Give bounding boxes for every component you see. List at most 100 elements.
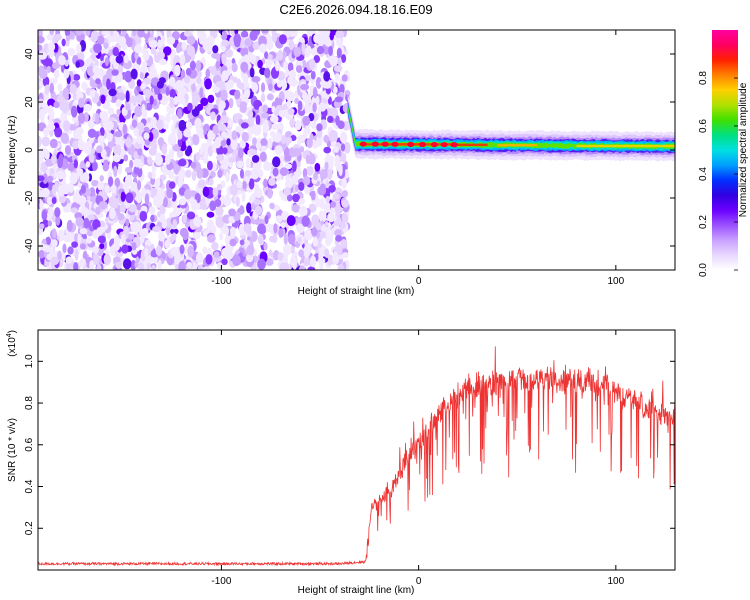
spectrogram-noise-cell bbox=[185, 121, 193, 130]
spectrogram-noise-cell bbox=[339, 220, 347, 229]
spectrogram-noise-cell bbox=[310, 70, 316, 80]
spectrogram-noise-cell bbox=[179, 244, 185, 255]
spectrogram-noise-cell bbox=[38, 189, 43, 197]
spectrogram-y-tick-label: -20 bbox=[24, 190, 35, 205]
spectrogram-noise-cell bbox=[295, 65, 303, 73]
spectrogram-noise-cell bbox=[197, 31, 207, 41]
spectrogram-noise-cell bbox=[156, 80, 164, 89]
spectrogram-noise-cell bbox=[224, 226, 229, 236]
colorbar-label: Normalized spectral amplitude bbox=[738, 82, 749, 217]
spectrogram-noise-cell bbox=[185, 67, 192, 77]
spectrogram-noise-cell bbox=[232, 254, 241, 267]
spectrogram-noise-cell bbox=[233, 113, 243, 120]
spectrogram-noise-cell bbox=[77, 97, 85, 108]
spectrogram-noise-cell bbox=[183, 128, 192, 138]
spectrogram-noise-cell bbox=[87, 128, 97, 139]
spectrogram-noise-cell bbox=[336, 37, 344, 47]
spectrogram-noise-cell bbox=[98, 200, 108, 210]
spectrogram-noise-cell bbox=[58, 55, 66, 66]
spectrogram-noise-cell bbox=[186, 261, 193, 269]
spectrogram-noise-cell bbox=[134, 261, 139, 268]
spectrogram-noise-cell bbox=[280, 222, 287, 229]
spectrogram-noise-cell bbox=[44, 84, 50, 95]
spectrogram-noise-cell bbox=[91, 179, 99, 187]
spectrogram-noise-cell bbox=[142, 51, 150, 61]
spectrogram-noise-cell bbox=[307, 266, 316, 270]
spectrogram-noise-cell bbox=[240, 46, 249, 57]
snr-y-scale-label: (x104) bbox=[6, 330, 18, 357]
colorbar-ticks: 0.0 0.2 0.4 0.6 0.8 bbox=[698, 71, 738, 277]
spectrogram-noise-cell bbox=[110, 95, 118, 104]
spectrogram-noise-cell bbox=[38, 175, 45, 182]
spectrogram-noise-cell bbox=[336, 163, 343, 173]
spectrogram-noise-cell bbox=[207, 94, 215, 104]
spectrogram-noise-cell bbox=[85, 237, 93, 244]
spectrogram-noise-cell bbox=[121, 244, 129, 254]
spectrogram-noise-cell bbox=[60, 132, 69, 144]
spectrogram-noise-cell bbox=[344, 169, 349, 179]
spectrogram-noise-cell bbox=[195, 126, 201, 134]
spectrogram-noise-cell bbox=[315, 222, 322, 231]
spectrogram-noise-cell bbox=[251, 82, 259, 93]
snr-x-tick-label: 100 bbox=[607, 576, 624, 587]
spectrogram-noise-cell bbox=[241, 30, 249, 39]
spectrogram-noise-cell bbox=[172, 219, 178, 229]
spectrogram-noise-cell bbox=[291, 204, 301, 213]
spectrogram-noise-cell bbox=[75, 127, 84, 136]
spectrogram-noise-cell bbox=[133, 158, 142, 168]
spectrogram-noise-cell bbox=[79, 243, 87, 250]
spectrogram-noise-cell bbox=[209, 200, 217, 212]
spectrogram-noise-cell bbox=[45, 236, 51, 246]
spectrogram-noise-cell bbox=[169, 246, 179, 256]
colorbar-tick-label: 0.0 bbox=[698, 263, 709, 277]
spectrogram-noise-cell bbox=[56, 94, 66, 105]
spectrogram-noise-cell bbox=[124, 166, 133, 173]
spectrogram-noise-cell bbox=[339, 131, 348, 144]
spectrogram-noise-cell bbox=[51, 239, 58, 248]
spectrogram-noise-cell bbox=[67, 47, 76, 57]
spectrogram-noise-cell bbox=[318, 231, 326, 239]
spectrogram-noise-cell bbox=[334, 96, 344, 103]
spectrogram-noise-cell bbox=[199, 148, 204, 156]
spectrogram-ridge-band bbox=[347, 101, 675, 152]
spectrogram-noise-cell bbox=[128, 204, 137, 213]
spectrogram-noise-cell bbox=[308, 203, 317, 213]
spectrogram-noise-cell bbox=[75, 216, 84, 227]
spectrogram-noise-cell bbox=[231, 130, 238, 141]
spectrogram-noise-cell bbox=[213, 251, 220, 259]
spectrogram-noise-cell bbox=[179, 54, 186, 66]
spectrogram-noise-cell bbox=[216, 183, 223, 191]
spectrogram-ridge-peak bbox=[450, 142, 458, 148]
spectrogram-noise-cell bbox=[199, 87, 204, 99]
spectrogram-noise-cell bbox=[112, 46, 120, 57]
spectrogram-noise-cell bbox=[202, 186, 210, 198]
spectrogram-noise-cell bbox=[95, 206, 101, 215]
snr-x-ticks: -100 0 100 bbox=[211, 330, 625, 587]
spectrogram-noise-cell bbox=[48, 206, 54, 218]
spectrogram-noise-cell bbox=[279, 167, 289, 177]
spectrogram-noise-cell bbox=[282, 244, 292, 256]
spectrogram-noise-cell bbox=[109, 207, 116, 220]
spectrogram-noise-cell bbox=[38, 108, 46, 121]
spectrogram-noise-cell bbox=[118, 36, 127, 47]
spectrogram-ridge-peak bbox=[381, 141, 389, 147]
spectrogram-noise-cell bbox=[283, 187, 291, 196]
spectrogram-noise-cell bbox=[177, 159, 187, 167]
spectrogram-noise-cell bbox=[148, 132, 154, 142]
spectrogram-noise-cell bbox=[43, 244, 50, 252]
spectrogram-noise-cell bbox=[38, 44, 43, 52]
spectrogram-noise-cell bbox=[142, 60, 148, 69]
spectrogram-noise-cell bbox=[273, 132, 282, 143]
spectrogram-noise-cell bbox=[212, 45, 219, 54]
spectrogram-noise-cell bbox=[289, 78, 298, 87]
spectrogram-noise-cell bbox=[42, 173, 48, 185]
spectrogram-noise-cell bbox=[147, 171, 153, 179]
snr-y-ticks: 0.2 0.4 0.6 0.8 1.0 bbox=[24, 354, 675, 535]
spectrogram-noise-cell bbox=[124, 70, 133, 83]
spectrogram-noise-cell bbox=[202, 246, 208, 255]
spectrogram-noise-cell bbox=[109, 30, 114, 37]
snr-x-axis-label: Height of straight line (km) bbox=[298, 585, 415, 596]
spectrogram-noise-cell bbox=[140, 82, 147, 90]
spectrogram-noise-cell bbox=[157, 93, 163, 101]
spectrogram-noise-cell bbox=[330, 206, 336, 216]
